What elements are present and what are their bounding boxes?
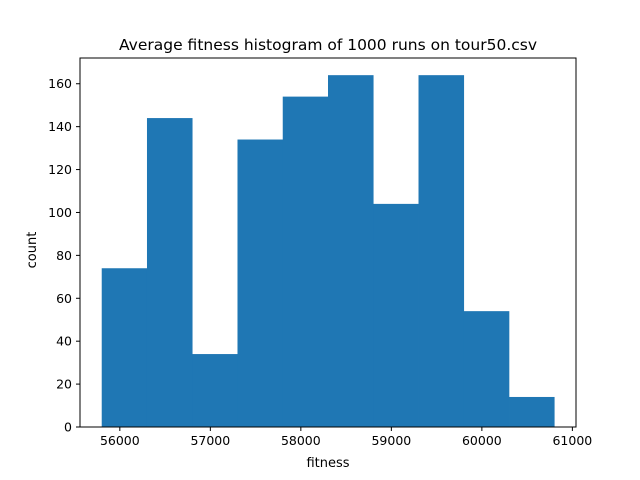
histogram-bar-3 bbox=[237, 139, 284, 427]
histogram-bar-0 bbox=[101, 268, 148, 427]
x-tick-label-0: 56000 bbox=[100, 433, 140, 448]
y-tick-label-8: 160 bbox=[48, 76, 72, 91]
x-axis-label: fitness bbox=[306, 456, 349, 471]
x-tick-label-3: 59000 bbox=[371, 433, 411, 448]
y-tick-label-1: 20 bbox=[56, 377, 72, 392]
x-axis-ticks: 56000 57000 58000 59000 60000 61000 bbox=[100, 427, 592, 448]
histogram-bar-6 bbox=[373, 203, 419, 427]
bars-group bbox=[101, 75, 555, 428]
y-tick-label-0: 0 bbox=[64, 420, 72, 435]
histogram-bar-2 bbox=[192, 354, 238, 427]
histogram-bar-5 bbox=[328, 75, 374, 428]
x-tick-label-1: 57000 bbox=[190, 433, 230, 448]
histogram-bar-9 bbox=[509, 396, 555, 427]
plot-frame bbox=[79, 57, 577, 428]
histogram-bar-7 bbox=[418, 75, 465, 428]
x-tick-label-4: 60000 bbox=[462, 433, 502, 448]
chart-title: Average fitness histogram of 1000 runs o… bbox=[119, 36, 537, 54]
y-tick-label-6: 120 bbox=[48, 162, 72, 177]
x-tick-label-5: 61000 bbox=[552, 433, 592, 448]
y-tick-label-4: 80 bbox=[56, 248, 72, 263]
y-tick-label-5: 100 bbox=[48, 205, 72, 220]
y-axis-ticks: 0 20 40 60 80 100 120 140 160 bbox=[48, 76, 80, 435]
histogram-bar-4 bbox=[282, 96, 329, 428]
y-tick-label-2: 40 bbox=[56, 334, 72, 349]
y-axis-label: count bbox=[25, 232, 40, 269]
histogram-bar-1 bbox=[146, 118, 193, 428]
y-tick-label-7: 140 bbox=[48, 119, 72, 134]
x-tick-label-2: 58000 bbox=[281, 433, 321, 448]
y-tick-label-3: 60 bbox=[56, 291, 72, 306]
histogram-bar-8 bbox=[463, 311, 510, 427]
